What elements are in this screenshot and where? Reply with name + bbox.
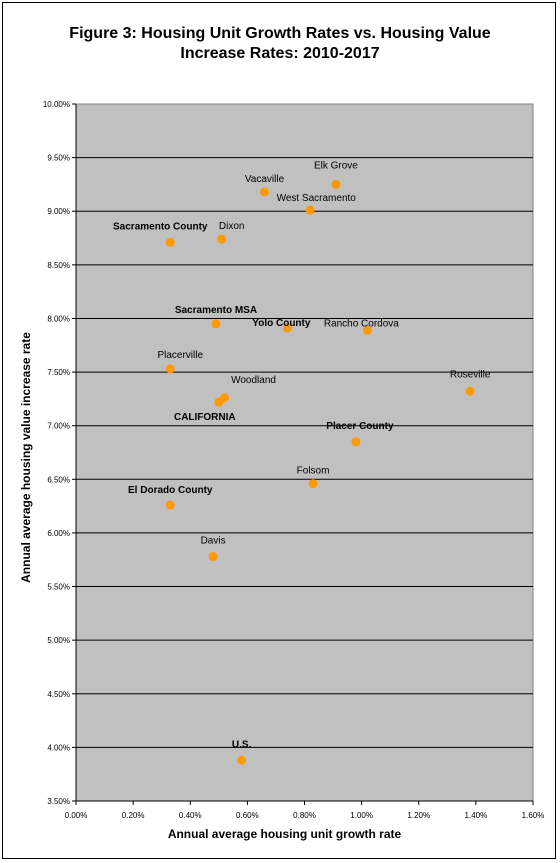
data-point <box>165 500 175 510</box>
x-tick-label: 1.60% <box>522 811 545 820</box>
y-tick-label: 8.50% <box>47 261 70 270</box>
y-tick-label: 7.50% <box>47 368 70 377</box>
y-tick-label: 5.00% <box>47 636 70 645</box>
data-point <box>351 437 361 447</box>
x-tick-label: 1.20% <box>407 811 430 820</box>
data-point-label: Roseville <box>450 369 491 380</box>
data-point <box>208 552 218 562</box>
y-tick-label: 6.00% <box>47 529 70 538</box>
data-point <box>305 205 315 215</box>
y-tick-label: 6.50% <box>47 475 70 484</box>
y-tick-label: 3.50% <box>47 797 70 806</box>
data-point <box>362 325 372 335</box>
data-point-label: Placerville <box>157 350 203 361</box>
plot-area <box>75 103 534 802</box>
data-point <box>260 187 270 197</box>
x-tick-label: 0.20% <box>122 811 145 820</box>
data-point <box>165 237 175 247</box>
data-point <box>237 755 247 765</box>
y-tick-label: 10.00% <box>43 100 70 109</box>
data-point <box>217 234 227 244</box>
data-point-label: Rancho Cordova <box>324 318 399 329</box>
y-tick-label: 4.00% <box>47 743 70 752</box>
chart-title-line-1: Figure 3: Housing Unit Growth Rates vs. … <box>69 25 491 42</box>
y-tick-label: 8.00% <box>47 314 70 323</box>
y-tick-label: 9.00% <box>47 207 70 216</box>
chart-title-line-2: Increase Rates: 2010-2017 <box>180 45 380 62</box>
data-point-label: Placer County <box>326 421 394 432</box>
y-tick-label: 5.50% <box>47 583 70 592</box>
data-point-label: Davis <box>201 536 226 547</box>
data-point <box>214 397 224 407</box>
data-point <box>165 364 175 374</box>
data-point-label: West Sacramento <box>277 193 357 204</box>
data-point-label: CALIFORNIA <box>174 412 236 423</box>
data-point <box>308 479 318 489</box>
x-tick-label: 0.40% <box>179 811 202 820</box>
data-point <box>465 386 475 396</box>
y-tick-label: 7.00% <box>47 422 70 431</box>
data-point-label: Dixon <box>219 221 245 232</box>
x-tick-label: 0.80% <box>293 811 316 820</box>
data-point-label: Yolo County <box>252 318 311 329</box>
data-point-label: Vacaville <box>245 174 285 185</box>
data-point-label: Elk Grove <box>314 160 358 171</box>
x-axis-title: Annual average housing unit growth rate <box>168 827 402 841</box>
x-tick-label: 0.60% <box>236 811 259 820</box>
data-point-label: Folsom <box>297 466 330 477</box>
chart-title: Figure 3: Housing Unit Growth Rates vs. … <box>0 24 560 64</box>
data-point-label: Sacramento MSA <box>175 305 257 316</box>
data-point-label: El Dorado County <box>128 485 213 496</box>
data-point-label: Sacramento County <box>113 221 208 232</box>
x-tick-label: 0.00% <box>65 811 88 820</box>
data-point-label: U.S. <box>232 739 252 750</box>
data-point <box>211 319 221 329</box>
x-tick-label: 1.40% <box>465 811 488 820</box>
y-tick-label: 9.50% <box>47 154 70 163</box>
y-tick-label: 4.50% <box>47 690 70 699</box>
y-axis-title: Annual average housing value increase ra… <box>19 332 33 583</box>
data-point-label: Woodland <box>231 375 276 386</box>
data-point <box>331 179 341 189</box>
x-tick-label: 1.00% <box>350 811 373 820</box>
data-point <box>282 323 292 333</box>
